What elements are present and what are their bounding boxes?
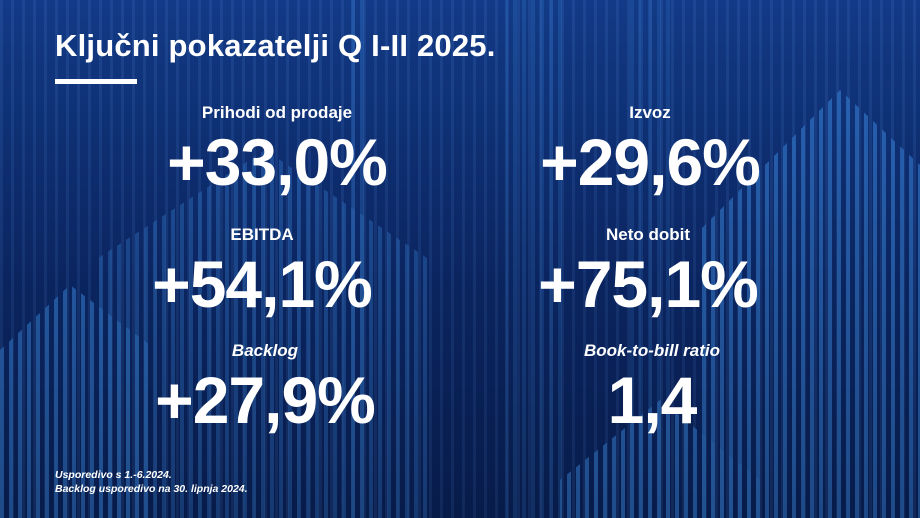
metric-label: Prihodi od prodaje <box>201 103 353 122</box>
metric-value: 1,4 <box>607 363 698 437</box>
metric-value: +75,1% <box>538 247 759 321</box>
footnotes: Usporedivo s 1.-6.2024. Backlog usporedi… <box>55 468 248 496</box>
footnote-comparison: Usporedivo s 1.-6.2024. <box>55 469 172 481</box>
metric-label: EBITDA <box>230 225 294 244</box>
metric-value: +33,0% <box>167 125 388 199</box>
metric-export: Izvoz +29,6% <box>460 103 840 197</box>
slide-title: Ključni pokazatelji Q I-II 2025. <box>55 28 496 63</box>
metric-backlog: Backlog +27,9% <box>75 341 455 435</box>
metric-value: +29,6% <box>540 125 761 199</box>
footnote-backlog: Backlog usporedivo na 30. lipnja 2024. <box>55 483 248 495</box>
metric-label: Backlog <box>231 341 299 360</box>
metric-sales-revenue: Prihodi od prodaje +33,0% <box>87 103 467 197</box>
metric-label: Izvoz <box>629 103 671 122</box>
metric-book-to-bill: Book-to-bill ratio 1,4 <box>462 341 842 435</box>
metric-value: +27,9% <box>155 363 376 437</box>
metric-ebitda: EBITDA +54,1% <box>72 225 452 319</box>
metric-value: +54,1% <box>152 247 373 321</box>
metric-label: Book-to-bill ratio <box>584 341 720 360</box>
title-underline <box>55 79 137 84</box>
metric-label: Neto dobit <box>605 225 691 244</box>
metric-net-profit: Neto dobit +75,1% <box>458 225 838 319</box>
